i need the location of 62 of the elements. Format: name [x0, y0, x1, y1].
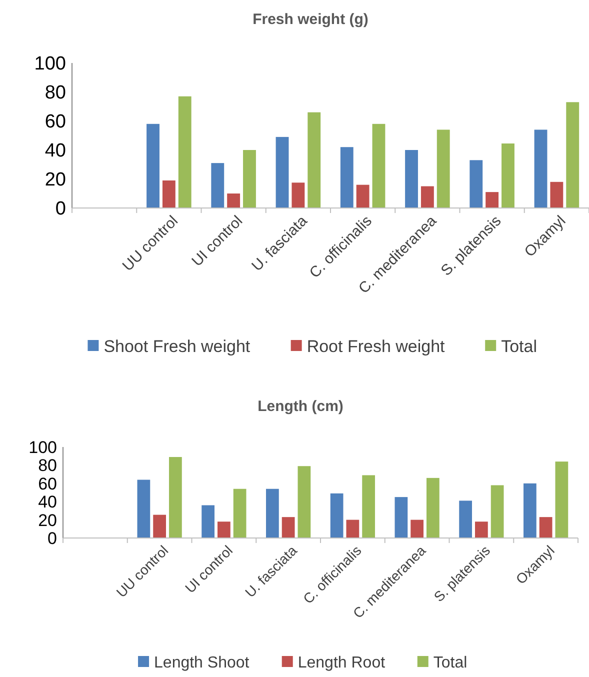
- bar: [137, 480, 150, 538]
- bar: [178, 96, 192, 208]
- chart-title: Fresh weight (g): [252, 11, 368, 28]
- legend-label: Length Root: [298, 654, 386, 672]
- bar: [292, 182, 305, 208]
- bar: [459, 500, 472, 538]
- y-tick-label: 20: [38, 510, 57, 530]
- chart-title: Length (cm): [258, 398, 344, 415]
- bar: [308, 112, 321, 208]
- y-tick-label: 100: [28, 438, 57, 457]
- bar: [211, 163, 224, 208]
- bar: [356, 184, 370, 208]
- bar: [153, 514, 166, 538]
- bar: [420, 186, 434, 208]
- bar: [394, 497, 408, 538]
- bar: [490, 485, 504, 538]
- bar: [227, 194, 240, 208]
- y-tick-label: 20: [44, 170, 66, 191]
- bar: [162, 180, 176, 208]
- bar: [282, 517, 295, 538]
- y-tick-label: 60: [44, 112, 66, 133]
- y-tick-label: 40: [44, 140, 66, 162]
- bar: [372, 124, 386, 208]
- bar: [550, 182, 564, 208]
- bar: [426, 478, 440, 538]
- y-tick-label: 0: [48, 528, 57, 548]
- bar: [524, 483, 536, 538]
- y-tick-label: 80: [38, 456, 57, 476]
- legend-label: Total: [501, 336, 538, 356]
- bar: [243, 150, 256, 208]
- bar: [470, 160, 483, 208]
- bar: [346, 520, 360, 538]
- bar: [502, 143, 514, 208]
- y-tick-label: 0: [55, 198, 66, 220]
- y-tick-label: 60: [38, 474, 57, 494]
- bar: [486, 192, 499, 208]
- bar: [410, 520, 424, 538]
- bar: [202, 505, 214, 538]
- legend-label: Length Shoot: [154, 654, 250, 672]
- bar: [266, 488, 279, 538]
- bar: [146, 124, 160, 208]
- bar: [276, 136, 289, 208]
- bar: [436, 130, 450, 208]
- bar: [555, 462, 568, 538]
- bar: [566, 102, 580, 208]
- bar: [362, 475, 375, 538]
- bar: [330, 493, 344, 538]
- bar: [539, 517, 552, 538]
- bar: [298, 466, 311, 538]
- bar: [475, 522, 488, 538]
- y-tick-label: 80: [44, 82, 66, 104]
- bar: [169, 457, 182, 538]
- legend-label: Shoot Fresh weight: [104, 336, 250, 356]
- y-tick-label: 40: [38, 492, 57, 512]
- bar: [405, 150, 418, 208]
- y-tick-label: 100: [34, 54, 66, 75]
- bar: [340, 147, 354, 208]
- legend-label: Root Fresh weight: [306, 336, 446, 356]
- bar: [218, 522, 230, 538]
- bar: [233, 488, 246, 538]
- legend-label: Total: [433, 654, 468, 672]
- bar: [534, 130, 548, 208]
